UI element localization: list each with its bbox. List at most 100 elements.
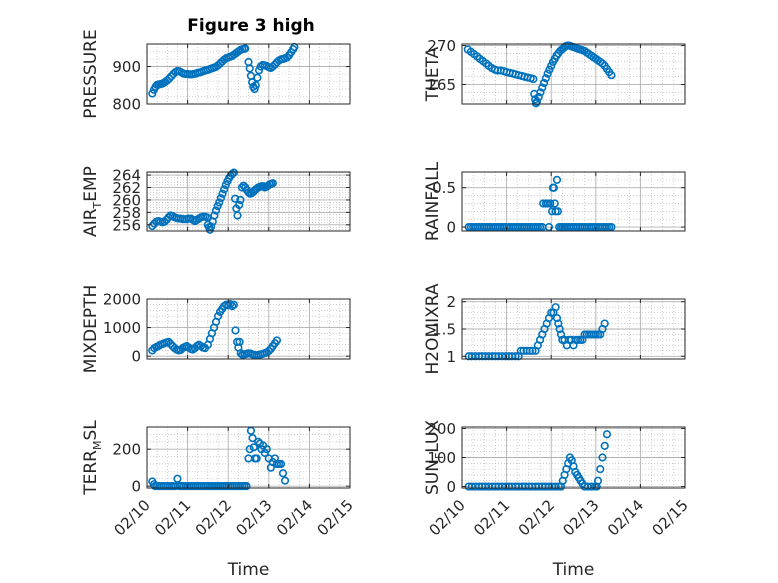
data-point (248, 433, 257, 443)
data-point (546, 199, 555, 208)
data-point (220, 185, 229, 194)
y-tick-label: 258 (112, 204, 141, 222)
data-point (528, 346, 537, 355)
y-axis-label: SUNFLUX (423, 420, 446, 495)
x-tick-label: 02/15 (314, 496, 357, 539)
y-tick-label: 2 (446, 293, 456, 311)
data-point (228, 302, 237, 311)
data-point (282, 53, 292, 62)
x-tick-label: 02/10 (111, 496, 154, 539)
data-point (532, 97, 542, 106)
data-point (600, 441, 609, 450)
axes-box (146, 426, 351, 489)
data-point (264, 346, 273, 356)
x-tick-label: 02/11 (470, 496, 513, 539)
data-point (228, 169, 237, 178)
data-point (511, 352, 520, 361)
data-point (593, 476, 603, 485)
data-point (160, 217, 169, 226)
data-point (165, 74, 174, 83)
data-point (245, 445, 254, 454)
x-tick-label: 02/12 (192, 496, 235, 539)
y-tick-label: 2000 (103, 291, 141, 309)
data-point (163, 76, 172, 85)
data-point (276, 459, 286, 469)
y-tick-label: 1.5 (432, 321, 456, 339)
data-point (268, 62, 277, 71)
y-tick-label: 270 (427, 37, 456, 55)
data-point (229, 300, 238, 309)
data-point (522, 346, 531, 355)
data-point (231, 194, 240, 203)
y-tick-label: 1 (446, 348, 456, 366)
x-tick-label: 02/14 (273, 496, 316, 539)
data-point (218, 189, 227, 198)
data-point (249, 443, 258, 452)
data-point (235, 200, 244, 210)
axes-box (146, 298, 351, 360)
x-tick-label: 02/13 (559, 496, 602, 539)
data-point (262, 445, 271, 454)
data-point (245, 64, 254, 73)
data-point (529, 74, 538, 84)
x-axis-label: Time (552, 560, 595, 580)
y-axis-label: H2OMIXRA (423, 283, 443, 374)
data-point (270, 60, 279, 69)
data-point (268, 179, 277, 188)
y-axis-label: RAINFALL (423, 161, 443, 241)
axes-box (146, 171, 351, 232)
data-point (598, 453, 607, 462)
data-point (556, 330, 566, 339)
data-point (541, 74, 550, 83)
axes-box (461, 43, 686, 105)
y-tick-label: 0.5 (432, 179, 456, 197)
y-axis-label: THETA (423, 46, 443, 102)
data-point (544, 222, 554, 232)
data-point (226, 300, 235, 309)
data-point (600, 319, 609, 328)
data-point (534, 92, 543, 102)
data-point (251, 81, 260, 90)
data-point (215, 198, 224, 207)
data-point (229, 168, 238, 177)
data-point (241, 44, 250, 53)
y-tick-label: 264 (112, 167, 141, 185)
y-tick-label: 260 (112, 191, 141, 209)
data-point (164, 337, 173, 346)
y-tick-label: 0 (446, 478, 456, 496)
subplot-sun-flux: 0 100 200 02/10 02/11 02/12 02/13 02/14 02/15 Tim… (423, 420, 692, 580)
data-point (207, 222, 216, 231)
data-point (231, 326, 240, 335)
data-point (216, 193, 225, 203)
figure-title: Figure 3 high (187, 16, 315, 36)
data-point (516, 346, 525, 355)
data-point (554, 319, 563, 328)
x-tick-label: 02/14 (604, 496, 647, 539)
data-point (552, 313, 562, 323)
y-axis-label: AIRTEMP (81, 166, 104, 237)
data-point (242, 482, 251, 491)
data-point (547, 61, 556, 70)
data-point (250, 84, 259, 94)
data-point (543, 69, 552, 78)
y-tick-label: 262 (112, 179, 141, 197)
data-point (551, 303, 560, 312)
data-point (525, 346, 534, 355)
data-point (254, 66, 264, 75)
data-point (545, 65, 554, 74)
data-point (210, 211, 219, 220)
data-point (167, 72, 176, 81)
data-point (252, 454, 261, 463)
data-point (555, 324, 564, 334)
data-point (253, 73, 262, 82)
data-point (278, 469, 288, 478)
data-point (551, 482, 560, 491)
y-tick-label: 256 (112, 216, 141, 234)
data-point (236, 349, 245, 358)
data-point (173, 474, 182, 483)
data-point (550, 199, 559, 208)
